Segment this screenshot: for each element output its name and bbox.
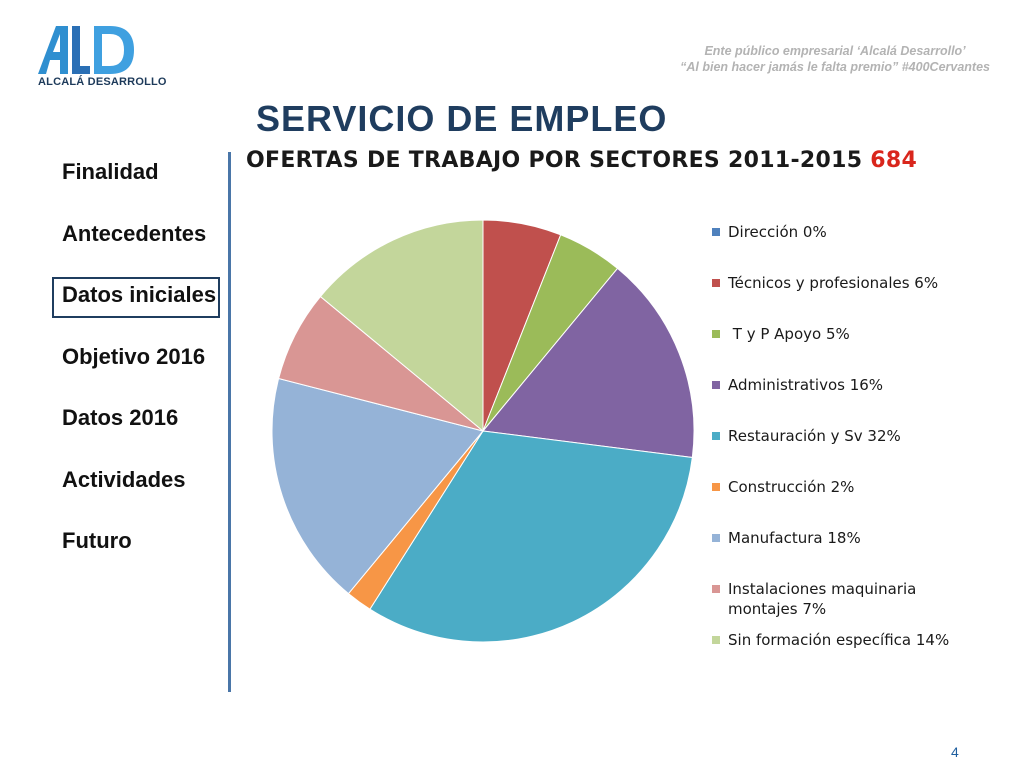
legend-swatch-8: [712, 636, 720, 644]
legend-label-5: Construcción 2%: [728, 478, 855, 496]
nav-item-finalidad[interactable]: Finalidad: [62, 159, 159, 184]
legend-item-5: Construcción 2%: [712, 477, 854, 497]
legend-item-4: Restauración y Sv 32%: [712, 426, 901, 446]
pie-slice-6: [271, 377, 484, 595]
chart-title: OFERTAS DE TRABAJO POR SECTORES 2011-201…: [246, 148, 917, 173]
vertical-divider: [228, 152, 231, 692]
legend-label-3: Administrativos 16%: [728, 376, 884, 394]
legend-item-1: Técnicos y profesionales 6%: [712, 273, 938, 293]
logo-text: ALCALÁ DESARROLLO: [38, 76, 167, 88]
legend-label-0: Dirección 0%: [728, 223, 827, 241]
legend-label-1: Técnicos y profesionales 6%: [728, 274, 939, 292]
nav-item-datos-2016[interactable]: Datos 2016: [62, 405, 179, 430]
nav-item-antecedentes[interactable]: Antecedentes: [62, 220, 207, 246]
pie-slice-4: [369, 430, 693, 643]
chart-title-total: 684: [870, 148, 918, 173]
tagline: Ente público empresarial ‘Alcalá Desarro…: [680, 43, 990, 75]
chart-title-text: OFERTAS DE TRABAJO POR SECTORES 2011-201…: [246, 148, 863, 173]
legend-swatch-3: [712, 381, 720, 389]
legend-item-3: Administrativos 16%: [712, 375, 883, 395]
legend-label-4: Restauración y Sv 32%: [728, 427, 901, 445]
tagline-line-2: “Al bien hacer jamás le falta premio” #4…: [680, 60, 990, 74]
legend-swatch-2: [712, 330, 720, 338]
page-number: 4: [951, 744, 959, 760]
legend-item-2: T y P Apoyo 5%: [712, 324, 850, 344]
alcala-desarrollo-logo: [38, 24, 150, 90]
nav-item-actividades[interactable]: Actividades: [62, 466, 186, 492]
legend-swatch-0: [712, 228, 720, 236]
legend-item-7: Instalaciones maquinaria montajes 7%: [712, 579, 962, 619]
tagline-line-1: Ente público empresarial ‘Alcalá Desarro…: [704, 44, 966, 58]
nav-active-indicator: [52, 277, 220, 318]
pie-slice-3: [482, 267, 695, 459]
legend-label-6: Manufactura 18%: [728, 529, 861, 547]
legend-label-2: T y P Apoyo 5%: [728, 325, 850, 343]
legend-label-8: Sin formación específica 14%: [728, 631, 950, 649]
legend-swatch-1: [712, 279, 720, 287]
page-title: SERVICIO DE EMPLEO: [256, 98, 668, 139]
legend-swatch-7: [712, 585, 720, 593]
nav-item-futuro[interactable]: Futuro: [62, 528, 132, 553]
nav-item-objetivo-2016[interactable]: Objetivo 2016: [62, 343, 206, 369]
legend-item-8: Sin formación específica 14%: [712, 630, 949, 650]
nav-item-datos-iniciales[interactable]: Datos iniciales: [62, 282, 217, 307]
legend-item-6: Manufactura 18%: [712, 528, 861, 548]
legend-swatch-5: [712, 483, 720, 491]
legend-item-0: Dirección 0%: [712, 222, 827, 242]
legend-label-7: Instalaciones maquinaria montajes 7%: [728, 580, 922, 618]
section-nav: Finalidad Antecedentes Datos iniciales O…: [62, 152, 216, 583]
legend-swatch-6: [712, 534, 720, 542]
pie-slice-8: [319, 219, 484, 433]
legend-swatch-4: [712, 432, 720, 440]
